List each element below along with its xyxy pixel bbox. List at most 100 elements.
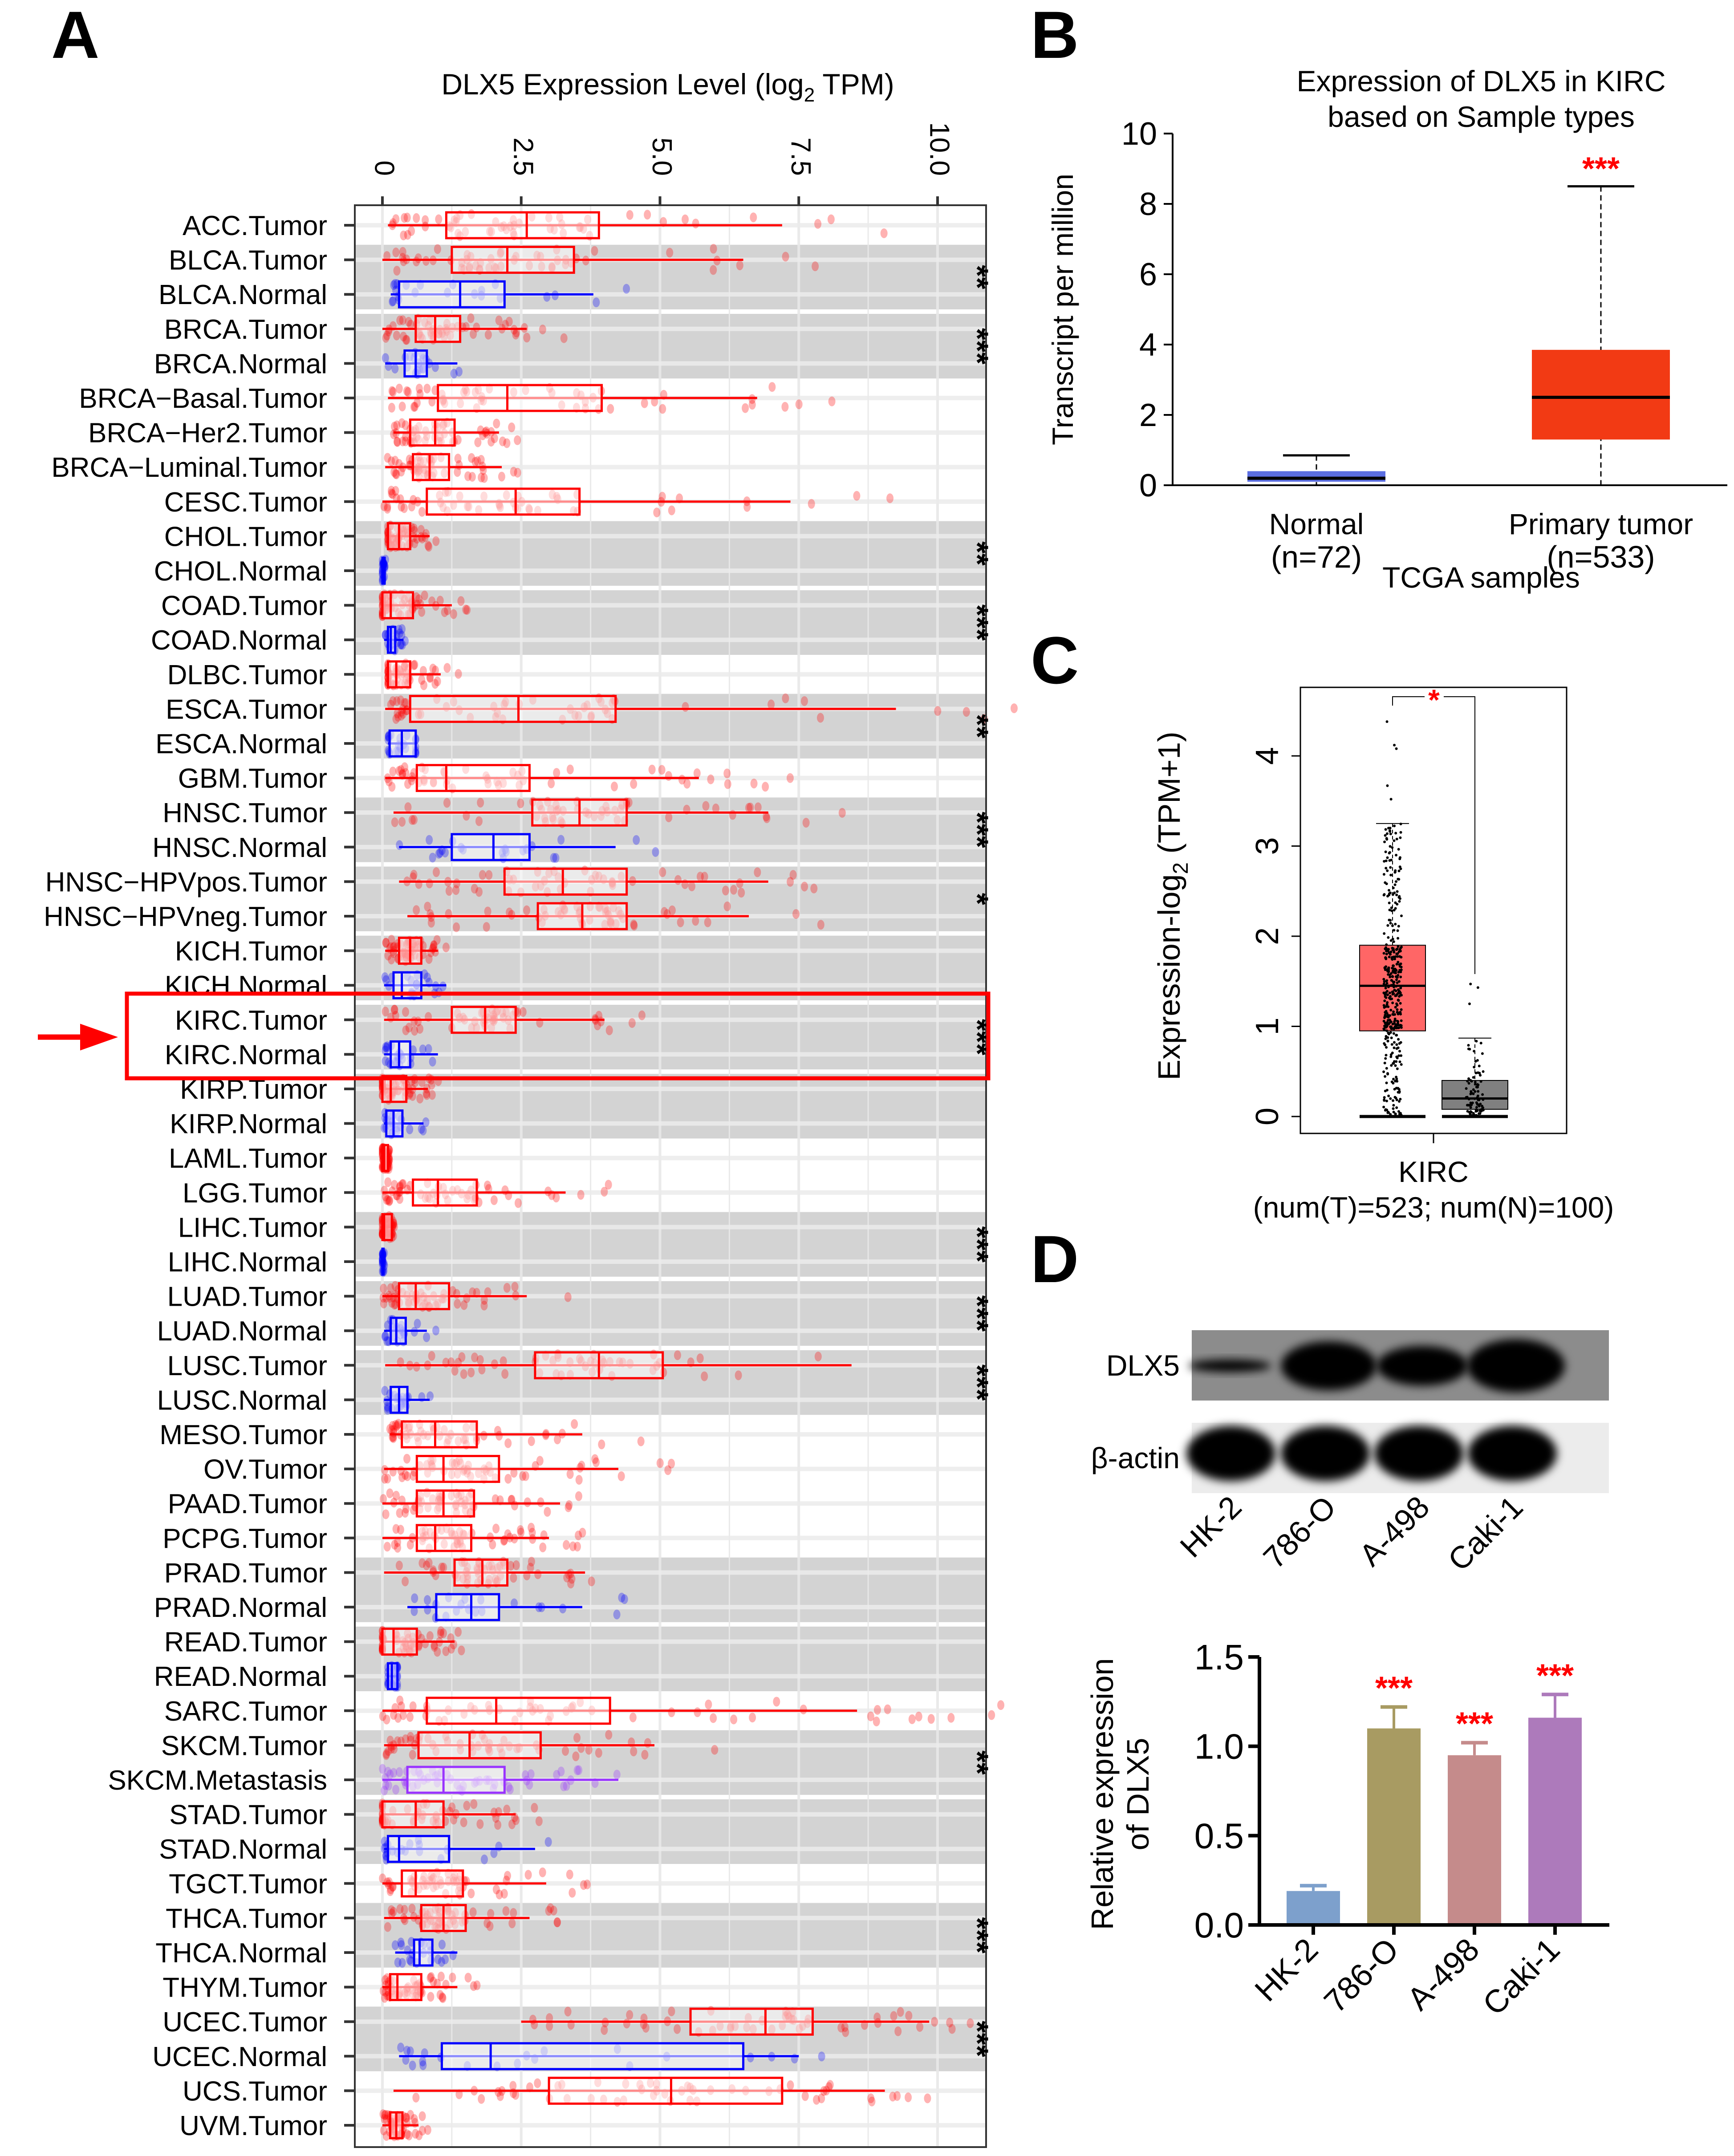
data-point: [1473, 1050, 1476, 1053]
data-point: [701, 872, 708, 882]
data-point: [391, 363, 399, 374]
data-point: [398, 1958, 406, 1968]
data-point: [490, 1807, 498, 1818]
actin-band: [1281, 1426, 1370, 1481]
data-point: [501, 320, 509, 330]
data-point: [1397, 1026, 1401, 1029]
data-point: [402, 1734, 409, 1744]
y-tick-label: 0: [1139, 468, 1157, 503]
data-point: [787, 877, 794, 887]
data-point: [621, 1594, 628, 1604]
box-row: LAML.Tumor: [169, 1143, 394, 1174]
data-point: [997, 1700, 1005, 1710]
data-point: [480, 1430, 487, 1441]
data-point: [424, 2125, 431, 2135]
data-point: [1395, 994, 1398, 997]
data-point: [1396, 976, 1399, 979]
data-point: [528, 1556, 535, 1567]
data-point: [668, 2006, 675, 2017]
data-point: [1399, 975, 1402, 979]
data-point: [406, 1124, 414, 1134]
data-point: [560, 333, 568, 343]
data-point: [710, 244, 717, 254]
data-point: [423, 972, 431, 983]
data-point: [618, 1592, 625, 1603]
data-point: [402, 1007, 410, 1017]
data-point: [406, 1539, 414, 1550]
data-point: [402, 698, 410, 708]
box-row: BRCA.Normal: [154, 348, 463, 379]
data-point: [388, 1908, 396, 1919]
data-point: [415, 594, 422, 604]
data-point: [504, 1474, 512, 1484]
box-row: LGG.Tumor: [183, 1177, 612, 1209]
significance-label: ***: [960, 2021, 995, 2057]
data-point: [607, 404, 614, 414]
box: [413, 1938, 434, 1967]
shaded-band: [355, 1799, 986, 1864]
data-point: [396, 1182, 403, 1192]
data-point: [579, 1527, 586, 1538]
data-point: [471, 884, 478, 894]
data-point: [384, 1405, 391, 1415]
data-point: [406, 2046, 414, 2056]
box: [381, 1800, 445, 1829]
box: [414, 315, 462, 343]
data-point: [897, 2007, 904, 2017]
data-point: [743, 502, 751, 512]
data-point: [397, 1736, 405, 1746]
data-point: [398, 640, 406, 650]
box-row: KICH.Normal: [165, 969, 447, 1001]
data-point: [1396, 955, 1399, 958]
data-point: [386, 1886, 394, 1896]
data-point: [1387, 827, 1390, 830]
data-point: [547, 1903, 554, 1913]
data-point: [380, 501, 388, 512]
data-point: [1395, 837, 1398, 840]
data-point: [1467, 1082, 1470, 1085]
data-point: [478, 2094, 485, 2104]
y-tick-label: 3: [1250, 837, 1285, 855]
data-point: [392, 1011, 399, 1021]
data-point: [410, 660, 418, 670]
data-point: [425, 542, 433, 552]
data-point: [1385, 990, 1389, 993]
data-point: [1468, 1048, 1471, 1051]
data-point: [460, 1817, 467, 1827]
data-point: [1385, 1081, 1388, 1084]
data-point: [553, 1917, 561, 1928]
actin-band: [1374, 1426, 1463, 1481]
data-point: [873, 1705, 881, 1715]
data-point: [406, 455, 413, 465]
row-label: SKCM.Metastasis: [108, 1765, 327, 1796]
data-point: [410, 1471, 417, 1481]
data-point: [445, 909, 452, 919]
y-tick-label: 0.0: [1194, 1905, 1244, 1945]
data-point: [544, 1507, 551, 1517]
data-point: [1474, 1090, 1477, 1093]
significance-label: ***: [960, 1295, 995, 1332]
data-point: [1477, 1090, 1480, 1093]
data-point: [1383, 1061, 1386, 1064]
data-point: [1476, 1071, 1479, 1074]
data-point: [1394, 1096, 1397, 1100]
data-point: [421, 590, 428, 601]
blot-bands: [1186, 1339, 1565, 1481]
data-point: [499, 1356, 507, 1366]
box-row: HNSC.Tumor: [162, 796, 846, 828]
data-point: [842, 2027, 849, 2037]
data-point: [735, 1370, 742, 1380]
data-point: [629, 1712, 637, 1722]
data-point: [393, 469, 400, 479]
data-point: [652, 847, 659, 857]
data-point: [406, 1955, 414, 1965]
data-point: [434, 1978, 441, 1989]
box: [451, 833, 531, 861]
data-point: [523, 333, 531, 343]
data-point: [1384, 850, 1387, 853]
data-point: [1474, 1080, 1477, 1084]
data-point: [397, 1937, 405, 1948]
row-label: BLCA.Normal: [158, 280, 327, 310]
data-point: [393, 437, 401, 447]
